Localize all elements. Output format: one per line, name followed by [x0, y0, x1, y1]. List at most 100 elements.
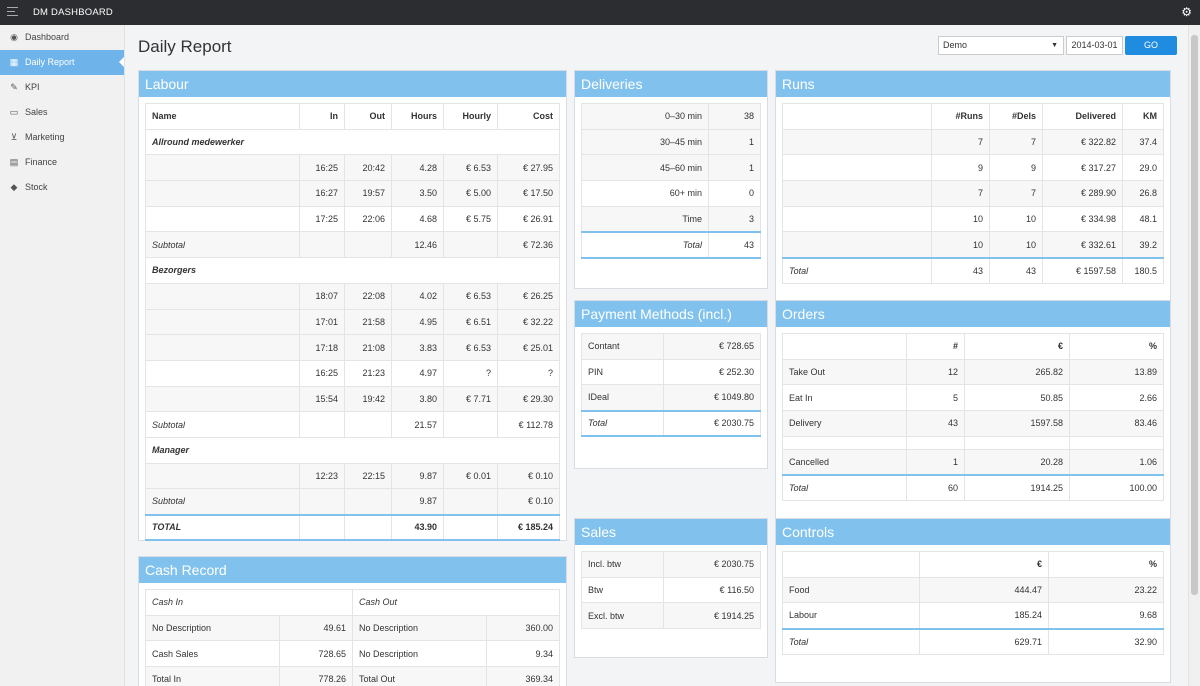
sidebar-item-daily-report[interactable]: ▦ Daily Report	[0, 50, 124, 75]
table-cell: Subtotal	[145, 231, 300, 259]
table-cell: 1597.58	[964, 410, 1070, 437]
table-cell: 9	[989, 154, 1043, 182]
table-cell: 16:25	[299, 154, 345, 182]
table-cell: Total In	[145, 666, 280, 686]
table-row: 7 7 € 289.90 26.8	[782, 180, 1164, 207]
table-cell: 32.90	[1048, 627, 1164, 655]
table-cell: No Description	[145, 614, 280, 642]
column-header	[782, 551, 920, 578]
table-row: 17:18 21:08 3.83 € 6.53 € 25.01	[145, 334, 560, 361]
table-cell: 7	[989, 180, 1043, 207]
table-cell: Eat In	[782, 384, 907, 412]
table-cell: 4.02	[391, 282, 444, 310]
page-scrollbar[interactable]	[1188, 25, 1200, 686]
sidebar-item-marketing[interactable]: ⊻ Marketing	[0, 125, 124, 150]
cart-icon: ⊻	[10, 132, 18, 142]
table-cell: € 1049.80	[663, 384, 761, 412]
table-cell: Incl. btw	[581, 551, 664, 578]
table-cell: Cancelled	[782, 448, 907, 476]
table-cell	[443, 231, 498, 259]
table-cell: 38	[708, 103, 761, 130]
sales-table: Incl. btw € 2030.75 Btw € 116.50 Excl. btw…	[581, 551, 761, 630]
table-row: 18:07 22:08 4.02 € 6.53 € 26.25	[145, 282, 560, 310]
table-cell	[344, 513, 392, 542]
table-cell: 30–45 min	[581, 128, 709, 156]
table-row: Cancelled 1 20.28 1.06	[782, 448, 1164, 476]
book-icon: ▤	[9, 157, 19, 167]
table-row: 15:54 19:42 3.80 € 7.71 € 29.30	[145, 385, 560, 413]
location-select[interactable]: Demo ▼	[938, 36, 1064, 55]
column-header: KM	[1122, 103, 1164, 130]
table-cell: 444.47	[919, 576, 1049, 604]
table-cell: 9.34	[486, 640, 560, 668]
go-button[interactable]: GO	[1125, 36, 1177, 55]
app-title: DM DASHBOARD	[33, 7, 113, 18]
scrollbar-thumb[interactable]	[1191, 35, 1198, 595]
column-header: #Runs	[931, 103, 990, 130]
table-cell: € 2030.75	[663, 409, 761, 438]
chevron-down-icon: ▼	[1051, 42, 1058, 49]
table-cell: 9	[931, 154, 990, 182]
table-cell	[299, 231, 345, 259]
payment-methods-panel: Payment Methods (incl.) Contant € 728.65 …	[574, 300, 768, 469]
panel-title: Labour	[139, 71, 566, 97]
sidebar-item-dashboard[interactable]: ◉ Dashboard	[0, 25, 124, 50]
table-cell: 18:07	[299, 282, 345, 310]
table-cell: ?	[497, 359, 560, 387]
table-cell: Btw	[581, 576, 664, 604]
deliveries-table: 0–30 min 38 30–45 min 1 45–60 min 1 60+ min…	[581, 103, 761, 259]
sidebar-item-sales[interactable]: ▭ Sales	[0, 100, 124, 125]
table-row: 30–45 min 1	[581, 128, 761, 156]
table-header: #Runs #Dels Delivered KM	[782, 103, 1164, 130]
gear-icon[interactable]: ⚙	[1181, 5, 1192, 19]
cash-record-table: Cash In Cash Out No Description 49.61 No D…	[145, 589, 560, 686]
table-row: Delivery 43 1597.58 83.46	[782, 410, 1164, 437]
menu-toggle-icon[interactable]	[7, 7, 18, 17]
panel-title: Runs	[776, 71, 1170, 97]
sidebar-item-stock[interactable]: ◆ Stock	[0, 175, 124, 200]
column-header: Delivered	[1042, 103, 1123, 130]
location-select-value: Demo	[943, 40, 968, 50]
table-cell: 180.5	[1122, 256, 1164, 284]
table-cell: 49.61	[279, 614, 353, 642]
sidebar-item-kpi[interactable]: ✎ KPI	[0, 75, 124, 100]
table-row: 17:25 22:06 4.68 € 5.75 € 26.91	[145, 205, 560, 233]
table-cell	[299, 513, 345, 542]
table-cell: 43	[931, 256, 990, 284]
table-row: 45–60 min 1	[581, 154, 761, 182]
cash-record-panel: Cash Record Cash In Cash Out No Descript…	[138, 556, 567, 686]
table-cell: 43.90	[391, 513, 444, 542]
group-row: Manager	[145, 436, 560, 464]
sidebar-item-finance[interactable]: ▤ Finance	[0, 150, 124, 175]
dashboard-icon: ◉	[10, 32, 18, 42]
table-row: Incl. btw € 2030.75	[581, 551, 761, 578]
table-cell: 16:25	[299, 359, 345, 387]
table-row: Labour 185.24 9.68	[782, 602, 1164, 630]
sidebar-item-label: Stock	[25, 182, 48, 192]
table-row: Btw € 116.50	[581, 576, 761, 604]
table-row: PIN € 252.30	[581, 358, 761, 386]
table-cell: IDeal	[581, 384, 664, 412]
table-cell: € 26.91	[497, 205, 560, 233]
table-cell: 1.06	[1069, 448, 1164, 476]
table-cell: € 112.78	[497, 411, 560, 438]
table-cell: € 2030.75	[663, 551, 761, 578]
table-cell: 21:23	[344, 359, 392, 387]
sidebar-item-label: KPI	[25, 82, 40, 92]
group-name: Bezorgers	[145, 257, 560, 284]
main-content: Daily Report Demo ▼ 2014-03-01 GO Labour…	[125, 25, 1188, 686]
date-input[interactable]: 2014-03-01	[1066, 36, 1123, 55]
table-cell: 9.87	[391, 462, 444, 490]
table-cell: ?	[443, 359, 498, 387]
table-cell	[782, 154, 932, 182]
table-cell: 12	[906, 358, 965, 386]
sales-panel: Sales Incl. btw € 2030.75 Btw € 116.50 Exc…	[574, 518, 768, 658]
table-header: € %	[782, 551, 1164, 578]
table-cell: Time	[581, 205, 709, 233]
group-name: Allround medewerker	[145, 128, 560, 156]
column-header: €	[919, 551, 1049, 578]
table-cell: 15:54	[299, 385, 345, 413]
table-cell: € 5.75	[443, 205, 498, 233]
table-cell: 19:42	[344, 385, 392, 413]
subtotal-row: Subtotal 9.87 € 0.10	[145, 488, 560, 515]
